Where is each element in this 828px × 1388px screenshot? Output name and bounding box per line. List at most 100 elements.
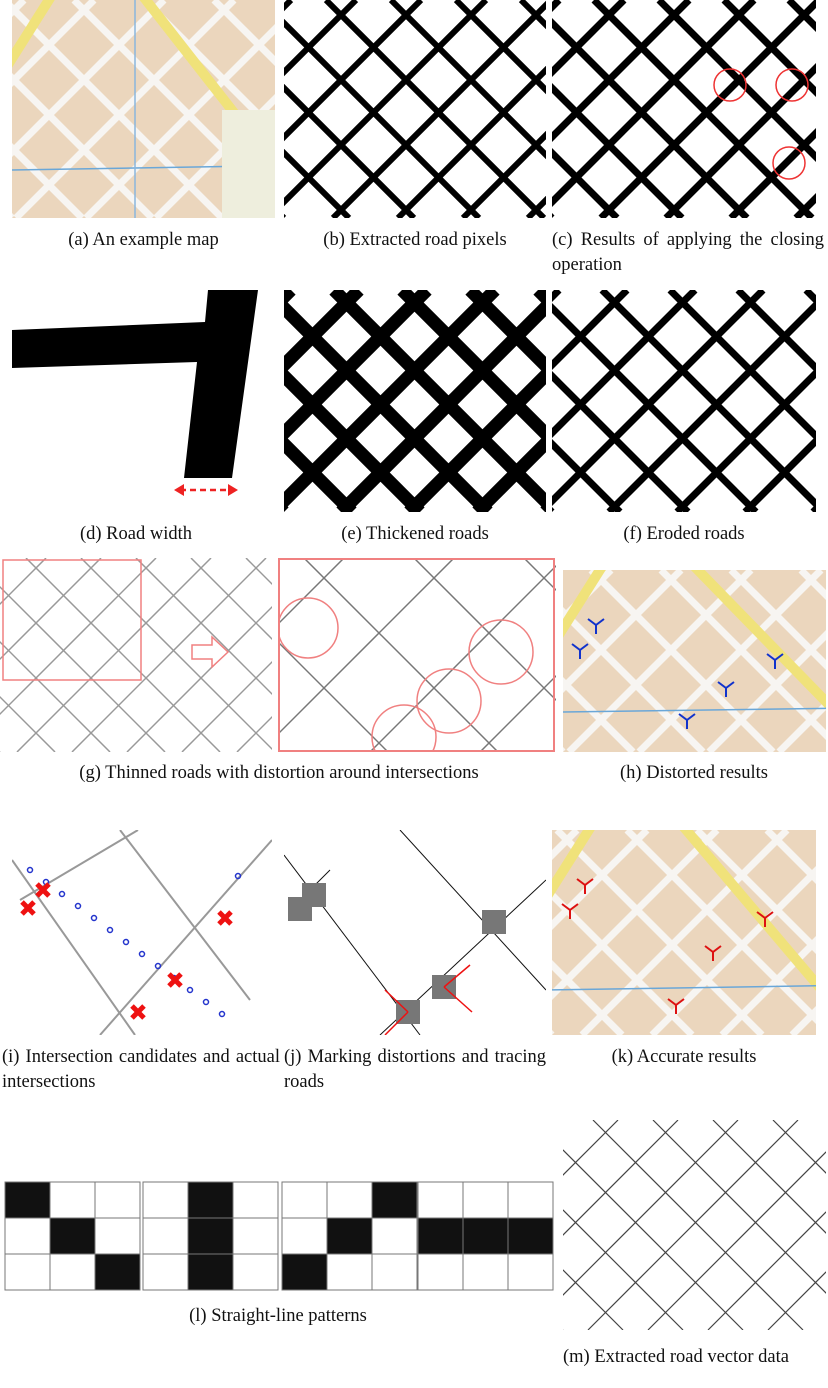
road bbox=[656, 0, 816, 162]
road bbox=[742, 436, 816, 512]
pattern-cell bbox=[49, 1181, 96, 1219]
road bbox=[719, 936, 816, 1035]
zoom-arrow bbox=[191, 635, 230, 669]
trace-arrow bbox=[443, 986, 473, 1013]
road bbox=[712, 1120, 826, 1234]
pattern-cell bbox=[371, 1217, 418, 1255]
road bbox=[13, 0, 237, 218]
road bbox=[579, 830, 790, 1035]
road bbox=[767, 1271, 826, 1330]
caption: (d) Road width bbox=[79, 524, 192, 544]
road bbox=[649, 866, 816, 1035]
road bbox=[284, 290, 432, 443]
pattern-cell bbox=[142, 1253, 189, 1291]
candidate bbox=[90, 914, 98, 922]
pattern-cell bbox=[281, 1217, 328, 1255]
pattern-cell bbox=[326, 1253, 373, 1291]
road bbox=[388, 0, 546, 160]
road bbox=[707, 1211, 826, 1330]
pattern-cell bbox=[94, 1253, 141, 1291]
road bbox=[667, 290, 816, 441]
road bbox=[679, 830, 816, 991]
road bbox=[776, 700, 826, 752]
intersection bbox=[130, 1004, 146, 1020]
pattern-grid bbox=[417, 1181, 554, 1291]
road bbox=[119, 830, 251, 1001]
pattern-cell bbox=[232, 1181, 279, 1219]
road bbox=[0, 695, 56, 752]
trace-arrow bbox=[384, 1011, 409, 1035]
road bbox=[721, 0, 816, 97]
road bbox=[0, 558, 157, 716]
highlight-circle bbox=[775, 68, 809, 102]
thickened-image bbox=[284, 290, 546, 512]
road bbox=[236, 715, 272, 752]
road bbox=[552, 830, 595, 898]
candidate bbox=[154, 962, 162, 970]
road bbox=[83, 24, 275, 218]
road bbox=[552, 0, 627, 77]
pattern-cell bbox=[4, 1181, 51, 1219]
road bbox=[554, 830, 765, 1035]
candidate bbox=[58, 890, 66, 898]
road bbox=[674, 368, 816, 512]
road bbox=[278, 640, 389, 752]
road bbox=[336, 297, 546, 512]
road bbox=[552, 148, 620, 218]
closing-image bbox=[552, 0, 816, 218]
pattern-cell bbox=[187, 1181, 234, 1219]
highlight-circle bbox=[278, 597, 339, 659]
pattern-cell bbox=[281, 1181, 328, 1219]
pattern-cell bbox=[462, 1217, 509, 1255]
road bbox=[552, 0, 692, 142]
caption: (f) Eroded roads bbox=[623, 524, 745, 544]
pattern-cell bbox=[326, 1181, 373, 1219]
pattern-cell bbox=[462, 1253, 509, 1291]
trace-arrow bbox=[384, 989, 409, 1013]
caption: (h) Distorted results bbox=[620, 763, 768, 783]
road bbox=[12, 859, 136, 1035]
road bbox=[12, 0, 55, 68]
tracing-image bbox=[284, 830, 546, 1035]
highlight-circle bbox=[416, 668, 482, 734]
road bbox=[552, 890, 695, 1035]
road bbox=[563, 1120, 739, 1296]
panel-bg bbox=[278, 558, 556, 752]
water-line bbox=[563, 707, 826, 713]
junction-mark bbox=[667, 998, 685, 1014]
road bbox=[563, 1149, 744, 1330]
pattern-cell bbox=[94, 1217, 141, 1255]
caption: (m) Extracted road vector data bbox=[563, 1347, 789, 1367]
road bbox=[647, 1151, 826, 1330]
panel-bg bbox=[563, 1120, 826, 1330]
road bbox=[563, 1209, 684, 1330]
road bbox=[563, 1120, 679, 1236]
road bbox=[735, 290, 816, 373]
pattern-cell bbox=[507, 1181, 554, 1219]
road bbox=[552, 290, 630, 370]
road bbox=[624, 830, 816, 1024]
road bbox=[479, 674, 556, 752]
caption: (b) Extracted road pixels bbox=[323, 230, 507, 250]
road bbox=[453, 0, 546, 95]
candidate bbox=[26, 866, 34, 874]
road bbox=[12, 0, 97, 87]
pattern-cell bbox=[232, 1217, 279, 1255]
pattern-cell bbox=[507, 1217, 554, 1255]
junction-mark bbox=[704, 945, 722, 961]
road bbox=[552, 960, 625, 1035]
road bbox=[690, 570, 826, 709]
junction-mark bbox=[678, 713, 696, 729]
vector-image bbox=[563, 1120, 826, 1330]
caption: (c) Results of applying the closing oper… bbox=[552, 230, 824, 275]
road bbox=[552, 371, 691, 512]
candidate bbox=[234, 872, 242, 880]
pattern-grid bbox=[142, 1181, 279, 1291]
road bbox=[278, 558, 345, 626]
pattern-cell bbox=[187, 1217, 234, 1255]
road bbox=[399, 830, 546, 991]
road bbox=[153, 94, 275, 218]
zoom-box bbox=[2, 559, 142, 681]
road bbox=[606, 300, 816, 512]
